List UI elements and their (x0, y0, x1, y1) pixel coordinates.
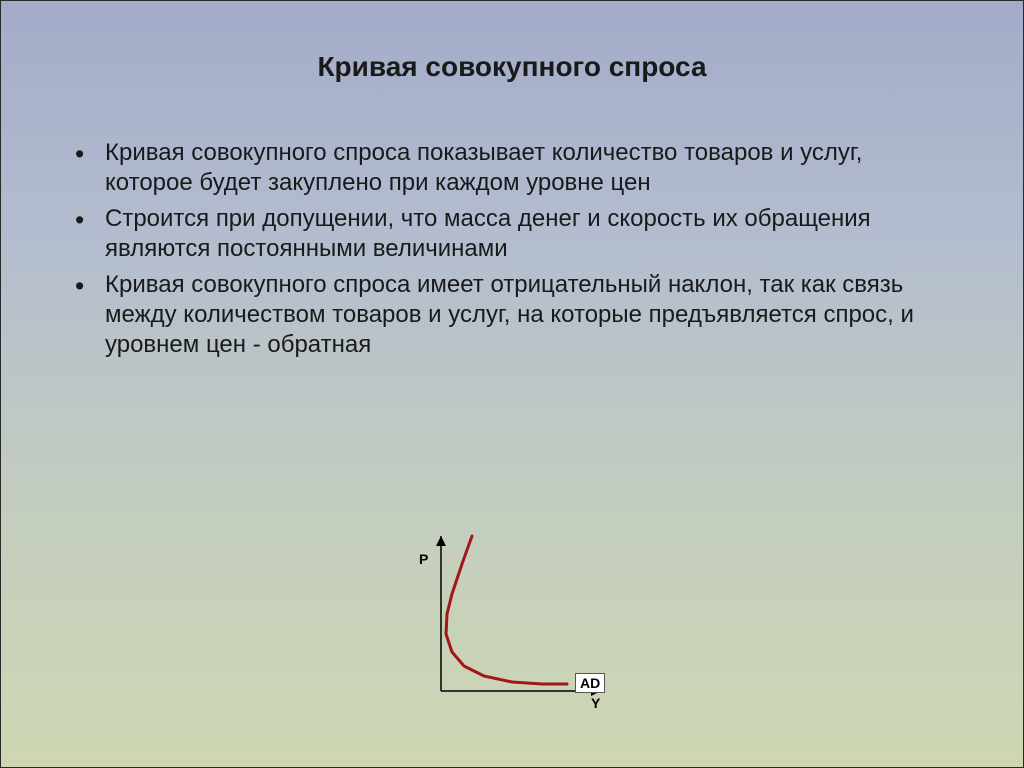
bullet-item: Кривая совокупного спроса имеет отрицате… (105, 270, 953, 360)
x-axis-label: Y (591, 695, 600, 711)
slide-container: Кривая совокупного спроса Кривая совокуп… (0, 0, 1024, 768)
ad-curve-chart: P Y AD (401, 531, 701, 731)
curve-label: AD (575, 673, 605, 693)
bullet-item: Кривая совокупного спроса показывает кол… (105, 138, 953, 198)
slide-title: Кривая совокупного спроса (71, 51, 953, 83)
bullet-item: Строится при допущении, что масса денег … (105, 204, 953, 264)
bullet-list: Кривая совокупного спроса показывает кол… (71, 138, 953, 360)
y-axis-label: P (419, 551, 428, 567)
